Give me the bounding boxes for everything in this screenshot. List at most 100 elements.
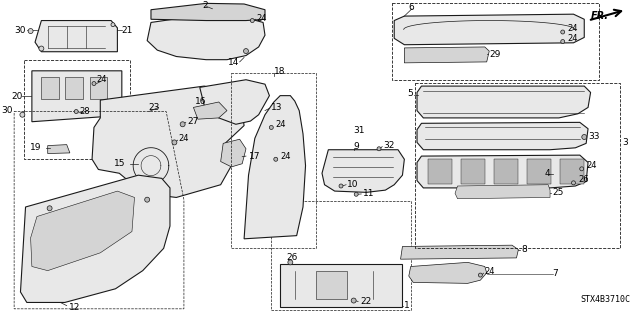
Polygon shape (428, 159, 452, 184)
Polygon shape (32, 71, 122, 122)
Polygon shape (559, 159, 584, 184)
Polygon shape (92, 86, 244, 197)
Polygon shape (193, 102, 227, 119)
Text: 28: 28 (79, 107, 90, 116)
Text: 25: 25 (552, 188, 564, 197)
Text: 19: 19 (30, 143, 42, 152)
Polygon shape (409, 262, 486, 283)
Text: 9: 9 (354, 142, 360, 151)
Circle shape (243, 48, 248, 54)
Text: 24: 24 (280, 152, 291, 160)
Circle shape (145, 197, 150, 202)
Circle shape (354, 192, 358, 196)
Polygon shape (316, 271, 348, 299)
Text: 13: 13 (271, 103, 283, 112)
Polygon shape (417, 155, 588, 188)
Text: 31: 31 (354, 126, 365, 135)
Text: 1: 1 (404, 301, 410, 310)
Text: 11: 11 (362, 189, 374, 198)
Polygon shape (147, 15, 265, 60)
Polygon shape (42, 77, 59, 100)
Polygon shape (20, 175, 170, 302)
Bar (415, 83, 620, 249)
Circle shape (20, 112, 25, 117)
Bar (232, 73, 316, 249)
Text: 24: 24 (485, 267, 495, 276)
Text: 20: 20 (12, 92, 23, 101)
Text: 5: 5 (408, 89, 413, 98)
Text: 32: 32 (383, 141, 395, 150)
Circle shape (351, 298, 356, 303)
Circle shape (172, 140, 177, 145)
Text: 23: 23 (148, 103, 160, 112)
Circle shape (478, 273, 483, 277)
Text: 18: 18 (274, 67, 285, 76)
Text: 2: 2 (202, 1, 208, 10)
Polygon shape (322, 150, 404, 192)
Circle shape (582, 135, 587, 139)
Polygon shape (221, 139, 246, 167)
Polygon shape (461, 159, 485, 184)
Text: 17: 17 (248, 152, 260, 160)
Circle shape (377, 147, 381, 151)
Circle shape (274, 157, 278, 161)
Text: 26: 26 (578, 175, 589, 184)
Text: 24: 24 (586, 161, 596, 170)
Text: 24: 24 (567, 34, 578, 43)
Text: 33: 33 (588, 131, 600, 141)
Polygon shape (48, 145, 70, 153)
Text: 3: 3 (622, 138, 628, 147)
Text: 6: 6 (409, 3, 415, 12)
Circle shape (561, 40, 564, 43)
Circle shape (74, 109, 78, 114)
Polygon shape (280, 264, 403, 307)
Circle shape (47, 206, 52, 211)
Bar (271, 201, 411, 310)
Text: 16: 16 (195, 97, 207, 106)
Polygon shape (90, 77, 108, 100)
Text: FR.: FR. (591, 11, 609, 21)
Circle shape (561, 30, 564, 34)
Text: 8: 8 (521, 245, 527, 254)
Circle shape (92, 82, 96, 85)
Circle shape (269, 125, 273, 130)
Polygon shape (244, 96, 305, 239)
Polygon shape (404, 47, 489, 63)
Text: 10: 10 (348, 180, 359, 189)
Text: 30: 30 (1, 106, 13, 115)
Text: 27: 27 (187, 116, 198, 126)
Circle shape (111, 23, 115, 27)
Circle shape (180, 122, 185, 127)
Text: 30: 30 (14, 26, 26, 35)
Polygon shape (394, 14, 584, 45)
Polygon shape (455, 185, 550, 199)
Polygon shape (31, 191, 134, 271)
Circle shape (339, 184, 343, 188)
Text: 4: 4 (545, 169, 550, 178)
Text: 22: 22 (360, 297, 371, 306)
Polygon shape (417, 86, 591, 118)
Polygon shape (65, 77, 83, 100)
Polygon shape (200, 80, 269, 124)
Bar (392, 4, 599, 80)
Circle shape (28, 28, 33, 33)
Polygon shape (527, 159, 550, 184)
Circle shape (288, 260, 293, 265)
Text: 24: 24 (567, 24, 578, 33)
Text: 7: 7 (552, 269, 558, 278)
Polygon shape (401, 245, 518, 259)
Text: STX4B3710C: STX4B3710C (580, 295, 630, 304)
Circle shape (250, 19, 254, 23)
Text: 26: 26 (287, 253, 298, 263)
Polygon shape (151, 4, 265, 20)
Circle shape (39, 46, 44, 51)
Polygon shape (493, 159, 518, 184)
Circle shape (580, 167, 584, 171)
Polygon shape (417, 122, 588, 150)
Circle shape (572, 181, 575, 185)
Text: 15: 15 (114, 159, 125, 168)
Text: 14: 14 (228, 58, 239, 67)
Text: 24: 24 (276, 120, 286, 129)
Text: 21: 21 (122, 26, 133, 34)
Text: 24: 24 (257, 14, 268, 23)
